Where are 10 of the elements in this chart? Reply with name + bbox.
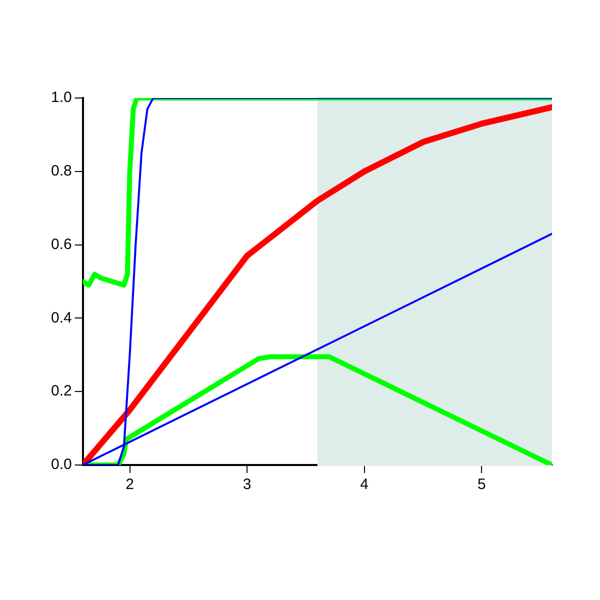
- y-tick-label: 0.2: [50, 382, 72, 400]
- y-tick-label: 1.0: [50, 89, 72, 106]
- x-tick-label: 5: [477, 476, 486, 494]
- y-tick-label: 0.6: [50, 236, 72, 253]
- x-tick-label: 3: [242, 476, 252, 494]
- y-tick-label: 0.0: [50, 456, 72, 474]
- y-tick-label: 0.8: [50, 162, 72, 180]
- y-tick-label: 0.4: [50, 309, 72, 326]
- x-tick-label: 2: [126, 476, 134, 494]
- x-tick-label: 4: [360, 476, 369, 494]
